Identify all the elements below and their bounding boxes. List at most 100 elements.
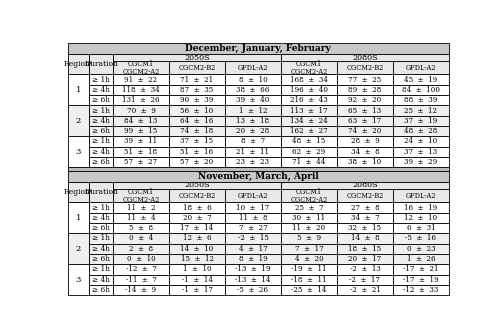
Text: ≥ 1h: ≥ 1h — [92, 266, 110, 274]
Text: -1  ±  14: -1 ± 14 — [181, 276, 213, 284]
Bar — [89, 157, 113, 167]
Text: 1  ±  12: 1 ± 12 — [239, 107, 267, 115]
Text: CGCM2-B2: CGCM2-B2 — [346, 192, 384, 200]
Bar — [337, 254, 393, 264]
Text: 18  ±  15: 18 ± 15 — [348, 245, 382, 253]
Bar — [113, 275, 169, 285]
Bar — [68, 43, 449, 54]
Text: 34  ±  7: 34 ± 7 — [351, 214, 380, 222]
Text: 15  ±  12: 15 ± 12 — [180, 255, 214, 263]
Bar — [337, 275, 393, 285]
Bar — [337, 136, 393, 147]
Bar — [113, 223, 169, 233]
Text: 48  ±  28: 48 ± 28 — [404, 127, 437, 135]
Bar — [393, 95, 449, 105]
Bar — [169, 264, 225, 275]
Bar — [113, 254, 169, 264]
Bar — [281, 233, 337, 243]
Text: 21  ±  11: 21 ± 11 — [236, 148, 270, 156]
Bar — [169, 147, 225, 157]
Bar — [225, 147, 281, 157]
Text: ≥ 1h: ≥ 1h — [92, 107, 110, 115]
Text: 14  ±  8: 14 ± 8 — [351, 234, 380, 242]
Text: 63  ±  17: 63 ± 17 — [348, 117, 382, 125]
Text: 8  ±  7: 8 ± 7 — [241, 138, 265, 146]
Bar — [393, 202, 449, 213]
Bar — [393, 105, 449, 116]
Text: 34  ±  8: 34 ± 8 — [351, 148, 380, 156]
Bar — [169, 223, 225, 233]
Bar — [225, 116, 281, 126]
Bar — [281, 264, 337, 275]
Bar — [225, 95, 281, 105]
Bar — [169, 243, 225, 254]
Text: December, January, February: December, January, February — [185, 44, 331, 53]
Bar — [281, 136, 337, 147]
Text: 28  ±  9: 28 ± 9 — [351, 138, 380, 146]
Bar — [89, 54, 113, 74]
Bar — [169, 85, 225, 95]
Text: 20  ±  7: 20 ± 7 — [182, 214, 211, 222]
Text: 38  ±  10: 38 ± 10 — [348, 158, 382, 166]
Text: GFDL-A2: GFDL-A2 — [238, 192, 268, 200]
Text: -13  ±  19: -13 ± 19 — [235, 266, 271, 274]
Text: 57  ±  27: 57 ± 27 — [124, 158, 158, 166]
Text: 8  ±  19: 8 ± 19 — [238, 255, 267, 263]
Text: 38  ±  66: 38 ± 66 — [236, 86, 270, 94]
Text: -5  ±  26: -5 ± 26 — [237, 286, 269, 294]
Text: 4  ±  20: 4 ± 20 — [295, 255, 324, 263]
Text: -25  ±  14: -25 ± 14 — [291, 286, 327, 294]
Bar — [169, 233, 225, 243]
Bar — [89, 254, 113, 264]
Bar — [113, 147, 169, 157]
Bar — [113, 213, 169, 223]
Text: 51  ±  18: 51 ± 18 — [124, 148, 158, 156]
Text: ≥ 1h: ≥ 1h — [92, 234, 110, 242]
Bar — [225, 223, 281, 233]
Text: CGCM2-B2: CGCM2-B2 — [346, 64, 384, 72]
Bar — [169, 126, 225, 136]
Bar — [337, 202, 393, 213]
Text: -2  ±  15: -2 ± 15 — [237, 234, 269, 242]
Bar — [393, 243, 449, 254]
Text: 7  ±  17: 7 ± 17 — [295, 245, 324, 253]
Text: 2050S: 2050S — [184, 53, 210, 61]
Text: ≥ 1h: ≥ 1h — [92, 75, 110, 84]
Text: 1  ±  26: 1 ± 26 — [407, 255, 435, 263]
Bar — [393, 264, 449, 275]
Bar — [281, 213, 337, 223]
Text: 88  ±  39: 88 ± 39 — [404, 96, 437, 104]
Bar — [113, 233, 169, 243]
Text: 168  ±  34: 168 ± 34 — [290, 75, 328, 84]
Text: 89  ±  28: 89 ± 28 — [348, 86, 382, 94]
Bar — [169, 74, 225, 85]
Bar — [89, 285, 113, 295]
Bar — [89, 202, 113, 213]
Text: CGCM1
CGCM2-A2: CGCM1 CGCM2-A2 — [122, 187, 160, 204]
Bar — [68, 233, 89, 264]
Text: 24  ±  10: 24 ± 10 — [404, 138, 437, 146]
Text: 7  ±  27: 7 ± 27 — [238, 224, 267, 232]
Text: CGCM1
CGCM2-A2: CGCM1 CGCM2-A2 — [290, 187, 328, 204]
Text: 20  ±  28: 20 ± 28 — [236, 127, 270, 135]
Text: 99  ±  15: 99 ± 15 — [124, 127, 158, 135]
Bar — [393, 157, 449, 167]
Bar — [169, 105, 225, 116]
Text: 1: 1 — [76, 214, 81, 222]
Text: 4  ±  17: 4 ± 17 — [238, 245, 267, 253]
Bar — [281, 105, 337, 116]
Text: ≥ 4h: ≥ 4h — [92, 276, 110, 284]
Text: GFDL-A2: GFDL-A2 — [406, 64, 436, 72]
Text: GFDL-A2: GFDL-A2 — [406, 192, 436, 200]
Text: 162  ±  27: 162 ± 27 — [290, 127, 328, 135]
Text: 71  ±  21: 71 ± 21 — [180, 75, 214, 84]
Bar — [337, 213, 393, 223]
Text: 84  ±  13: 84 ± 13 — [124, 117, 158, 125]
Text: Duration: Duration — [84, 60, 118, 68]
Bar — [169, 61, 225, 74]
Text: 84  ±  100: 84 ± 100 — [402, 86, 440, 94]
Bar — [337, 126, 393, 136]
Bar — [113, 74, 169, 85]
Bar — [68, 202, 89, 233]
Text: -17  ±  21: -17 ± 21 — [403, 266, 438, 274]
